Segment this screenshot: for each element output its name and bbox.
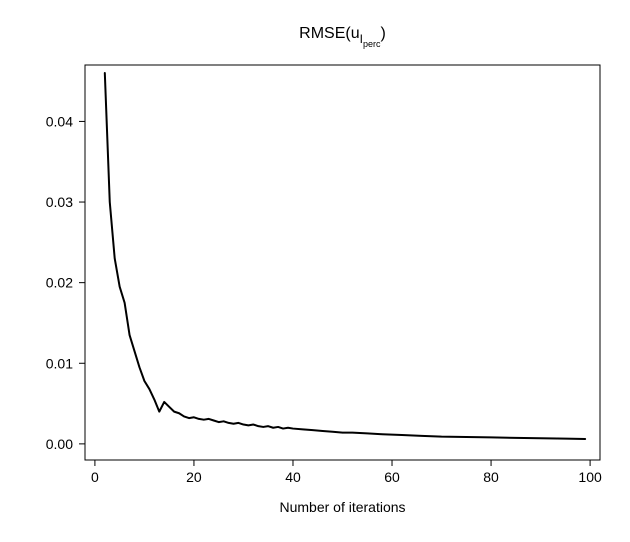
- plot-border: [85, 65, 600, 460]
- x-axis-label: Number of iterations: [279, 499, 405, 515]
- x-tick-label: 60: [384, 469, 400, 485]
- y-tick-label: 0.00: [46, 436, 73, 452]
- x-tick-label: 80: [483, 469, 499, 485]
- y-tick-label: 0.03: [46, 194, 73, 210]
- x-tick-label: 100: [578, 469, 602, 485]
- title-prefix: RMSE(u: [299, 25, 359, 42]
- chart-title: RMSE(uIperc): [299, 25, 386, 49]
- title-suffix: ): [380, 25, 385, 42]
- chart-container: 0 20 40 60 80 100 Number of iterations 0.00 0.01…: [0, 0, 630, 542]
- x-tick-label: 40: [285, 469, 301, 485]
- y-tick-label: 0.01: [46, 355, 73, 371]
- rmse-series-line: [105, 73, 585, 439]
- y-tick-label: 0.02: [46, 275, 73, 291]
- x-tick-label: 0: [91, 469, 99, 485]
- rmse-line-chart: 0 20 40 60 80 100 Number of iterations 0.00 0.01…: [0, 0, 630, 542]
- title-sub2: perc: [363, 39, 381, 49]
- y-tick-label: 0.04: [46, 113, 73, 129]
- x-tick-label: 20: [186, 469, 202, 485]
